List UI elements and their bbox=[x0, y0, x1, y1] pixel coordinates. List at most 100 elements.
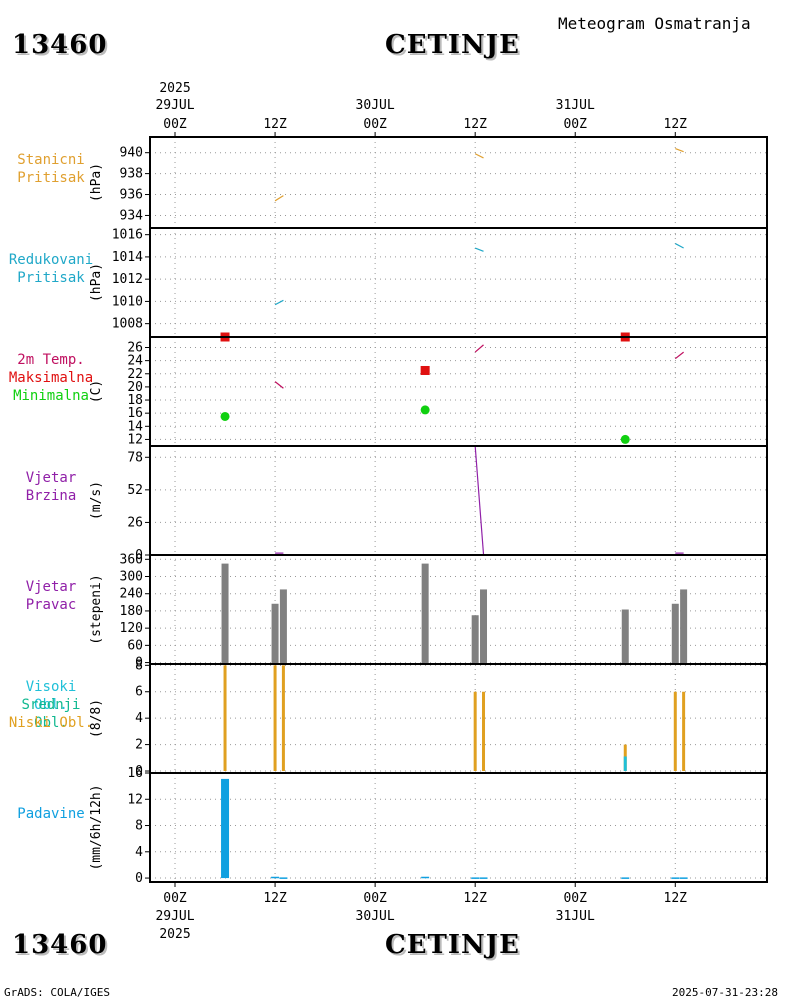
y-axis-unit: (mm/6h/12h) bbox=[89, 784, 104, 870]
panel-frame bbox=[149, 772, 768, 883]
y-tick-label: 1008 bbox=[112, 317, 143, 332]
pressure-line bbox=[675, 147, 684, 153]
panel-frame bbox=[149, 445, 768, 556]
bar-mark bbox=[671, 603, 679, 664]
y-tick-label: 4 bbox=[135, 845, 143, 860]
y-tick-label: 8 bbox=[135, 819, 143, 834]
y-tick-label: 1014 bbox=[112, 250, 143, 265]
y-tick-label: 1012 bbox=[112, 272, 143, 287]
x-axis-hour-bottom: 12Z bbox=[664, 891, 688, 906]
station-id-top: 13460 bbox=[12, 30, 108, 60]
bar-mark bbox=[621, 609, 629, 664]
low-cloud-bar bbox=[273, 665, 277, 772]
high-cloud-bar bbox=[623, 756, 627, 772]
low-cloud-bar bbox=[223, 665, 227, 772]
panel-frame bbox=[149, 136, 768, 229]
y-tick-label: 0 bbox=[135, 871, 143, 886]
station-name-top: CETINJE bbox=[385, 30, 520, 60]
panel-label-line: Vjetar bbox=[25, 578, 77, 595]
x-axis-hour-top: 12Z bbox=[263, 117, 287, 132]
y-axis-unit: (hPa) bbox=[89, 263, 104, 302]
temp-line bbox=[474, 344, 484, 353]
y-tick-label: 14 bbox=[127, 419, 143, 434]
station-id-bottom: 13460 bbox=[12, 930, 108, 960]
x-axis-hour-bottom: 12Z bbox=[463, 891, 487, 906]
y-tick-label: 1016 bbox=[112, 228, 143, 243]
bar-mark bbox=[279, 589, 287, 664]
y-tick-label: 360 bbox=[120, 552, 143, 567]
reduced-line bbox=[474, 247, 484, 252]
bar-mark bbox=[679, 877, 688, 879]
bar-mark bbox=[471, 615, 479, 664]
x-axis-date-bottom: 29JUL bbox=[155, 909, 194, 924]
bar-mark bbox=[421, 876, 430, 879]
low-cloud-bar bbox=[473, 691, 477, 772]
bar-mark bbox=[471, 877, 480, 879]
y-tick-label: 16 bbox=[127, 766, 143, 781]
station-name-bottom: CETINJE bbox=[385, 930, 520, 960]
credit-text: GrADS: COLA/IGES bbox=[4, 986, 110, 999]
x-axis-hour-bottom: 12Z bbox=[263, 891, 287, 906]
y-tick-label: 180 bbox=[120, 604, 143, 619]
x-axis-hour-top: 00Z bbox=[163, 117, 187, 132]
y-axis-unit: (stepeni) bbox=[89, 574, 104, 644]
panel-label-line: Maksimalna bbox=[8, 369, 94, 386]
x-axis-year-bottom: 2025 bbox=[159, 927, 190, 942]
y-tick-label: 20 bbox=[127, 380, 143, 395]
reduced-line bbox=[675, 243, 684, 249]
low-cloud-bar bbox=[281, 665, 285, 772]
panel-label-line: Pritisak bbox=[17, 269, 85, 286]
bar-mark bbox=[271, 603, 279, 664]
x-axis-hour-top: 12Z bbox=[463, 117, 487, 132]
low-cloud-bar bbox=[673, 691, 677, 772]
panel-label-line: Visoki Obl. bbox=[25, 678, 77, 713]
bar-mark bbox=[680, 589, 688, 664]
x-axis-hour-top: 12Z bbox=[664, 117, 688, 132]
x-axis-hour-top: 00Z bbox=[563, 117, 587, 132]
y-tick-label: 0 bbox=[135, 764, 143, 779]
y-axis-unit: (C) bbox=[89, 380, 104, 403]
bar-mark bbox=[221, 778, 230, 879]
x-axis-date-top: 30JUL bbox=[356, 98, 395, 113]
y-tick-label: 52 bbox=[127, 483, 143, 498]
y-tick-label: 60 bbox=[127, 638, 143, 653]
temp-line bbox=[674, 351, 684, 360]
panel-precipitation: (mm/6h/12h) bbox=[89, 772, 768, 883]
y-tick-label: 18 bbox=[127, 393, 143, 408]
panel-label-line: 2m Temp. bbox=[17, 351, 85, 368]
panel-label-line: Minimalna bbox=[13, 387, 89, 404]
x-axis-hour-bottom: 00Z bbox=[563, 891, 587, 906]
x-axis-date-bottom: 31JUL bbox=[556, 909, 595, 924]
y-tick-label: 938 bbox=[120, 167, 143, 182]
bar-mark bbox=[621, 877, 630, 879]
panel-temperature: (C) bbox=[89, 332, 768, 447]
bar-mark bbox=[479, 877, 488, 879]
low-cloud-bar bbox=[682, 691, 686, 772]
bar-mark bbox=[271, 876, 280, 879]
panel-label-line: Srednji Obl. bbox=[21, 696, 81, 731]
y-tick-label: 120 bbox=[120, 621, 143, 636]
x-axis-year-top: 2025 bbox=[159, 81, 190, 96]
panel-clouds: (8/8) bbox=[89, 663, 768, 774]
panel-label-line: Pravac bbox=[25, 596, 77, 613]
y-axis-unit: (8/8) bbox=[89, 699, 104, 738]
panel-label-line: Brzina bbox=[25, 487, 77, 504]
panel-label-line: Stanicni bbox=[17, 151, 85, 168]
y-tick-label: 2 bbox=[135, 738, 143, 753]
panel-label-line: Padavine bbox=[17, 805, 85, 822]
y-tick-label: 4 bbox=[135, 711, 143, 726]
timestamp-text: 2025-07-31-23:28 bbox=[672, 986, 778, 999]
x-axis-hour-bottom: 00Z bbox=[363, 891, 387, 906]
y-tick-label: 240 bbox=[120, 587, 143, 602]
y-tick-label: 24 bbox=[127, 354, 143, 369]
x-axis-date-top: 29JUL bbox=[155, 98, 194, 113]
x-axis-hour-bottom: 00Z bbox=[163, 891, 187, 906]
panel-label-line: Niski Obl. bbox=[8, 714, 94, 731]
panel-wind-direction: (stepeni) bbox=[89, 554, 768, 665]
y-tick-label: 940 bbox=[120, 146, 143, 161]
panel-frame bbox=[149, 227, 768, 338]
y-tick-label: 300 bbox=[120, 570, 143, 585]
panel-wind-speed: (m/s) bbox=[89, 445, 768, 556]
x-axis-date-bottom: 30JUL bbox=[356, 909, 395, 924]
tmin-marker bbox=[620, 434, 630, 444]
